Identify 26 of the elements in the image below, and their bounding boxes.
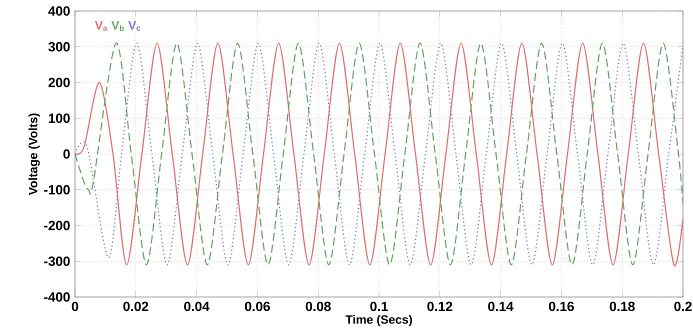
series-label: V$_{c}$ <box>128 21 140 31</box>
x-tick-label: 0.2 <box>674 302 692 312</box>
y-tick-label: 200 <box>48 78 70 88</box>
y-tick-label: 300 <box>48 42 70 52</box>
series-label: V$_{b}$ <box>111 21 124 32</box>
text: V$_{a}$ <box>94 21 108 31</box>
x-tick-label: 0.04 <box>184 302 210 312</box>
x-tick-label: 0.12 <box>427 302 452 312</box>
x-tick-label: 0.02 <box>123 302 148 312</box>
line-series <box>75 42 683 266</box>
x-tick-label: 0.06 <box>244 302 270 312</box>
y-tick-label: 100 <box>48 114 70 123</box>
x-axis-title: Time (Secs) <box>346 314 412 326</box>
x-tick-label: 0.16 <box>548 302 574 312</box>
x-tick-label: 0.14 <box>488 302 514 312</box>
x-tick-label: 0.18 <box>610 302 635 312</box>
y-tick-label: 0 <box>63 149 70 159</box>
y-tick-label: -200 <box>44 220 70 230</box>
y-axis-title: Voltage (Volts) <box>28 113 40 196</box>
x-tick-label: 0.1 <box>370 302 388 312</box>
y-tick-label: 400 <box>48 6 70 16</box>
x-tick-label: 0.08 <box>306 302 331 312</box>
x-tick-label: 0 <box>72 302 78 312</box>
y-tick-label: -300 <box>44 256 70 266</box>
y-tick-label: -100 <box>44 185 70 194</box>
y-tick-label: -400 <box>44 292 70 302</box>
